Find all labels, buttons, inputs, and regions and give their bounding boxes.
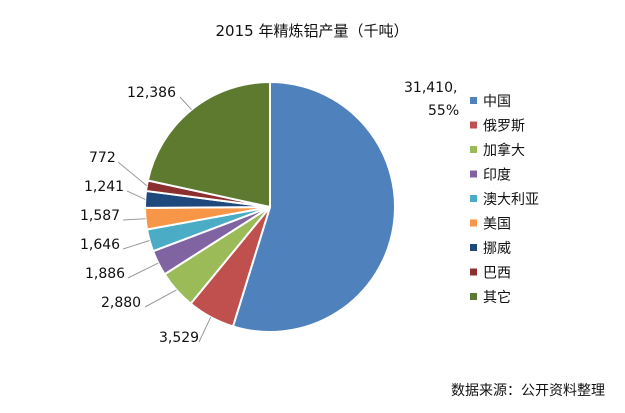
legend-label-8: 巴西 [483,266,511,282]
slice-1 [231,80,396,333]
legend-swatch-7 [470,244,477,251]
data-label-1: 31,410, [404,80,457,96]
data-label-2: 3,529 [159,330,199,346]
leader-lines [117,96,212,343]
data-label-percent-1: 55% [428,103,459,119]
legend-swatch-8 [470,268,477,276]
data-label-4: 1,886 [85,266,125,282]
legend-label-5: 澳大利亚 [483,192,539,208]
data-label-7: 1,241 [84,179,124,195]
legend-label-9: 其它 [483,289,511,306]
data-label-3: 2,880 [101,295,141,311]
leader-line-5 [122,240,150,250]
chart-title: 2015 年精炼铝产量（千吨） [216,22,409,40]
legend-swatch-2 [470,121,477,129]
slice-9 [146,80,271,209]
data-label-8: 772 [89,150,116,166]
source-note: 数据来源：公开资料整理 [451,383,605,399]
legend-swatch-5 [470,195,477,202]
legend-label-2: 俄罗斯 [483,119,525,135]
legend-swatch-6 [470,219,477,227]
data-labels: 31,410, 55% 3,529 2,880 1,886 1,646 1,587 1,241… [80,80,459,346]
leader-line-6 [122,218,146,221]
legend-swatch-9 [470,293,477,300]
pie-slices [143,80,396,333]
legend-label-7: 挪威 [483,241,511,257]
legend-label-3: 加拿大 [483,142,525,159]
data-label-9: 12,386 [127,85,176,101]
legend-label-6: 美国 [483,217,511,233]
data-label-5: 1,646 [80,237,120,253]
leader-line-9 [179,96,192,111]
data-label-6: 1,587 [80,208,120,224]
leader-line-2 [198,316,212,343]
legend-swatch-4 [470,170,477,178]
legend-swatch-3 [470,146,477,153]
leader-line-8 [117,161,148,187]
leader-line-4 [127,262,159,279]
leader-line-3 [144,289,177,308]
legend-label-1: 中国 [483,94,511,110]
legend-label-4: 印度 [483,168,511,184]
legend-swatch-1 [470,97,477,104]
leader-line-7 [126,190,146,200]
